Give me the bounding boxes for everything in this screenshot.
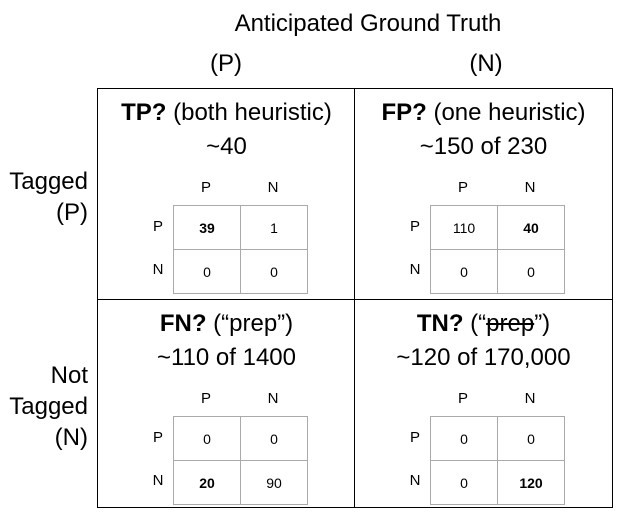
mini-cell-np: 0 — [173, 249, 241, 294]
ground-truth-title: Anticipated Ground Truth — [234, 10, 502, 37]
mini-row-header-n: N — [152, 472, 164, 489]
mini-cell-pp: 0 — [173, 416, 241, 461]
quadrant-tp-title: TP? (both heuristic) — [98, 99, 355, 127]
column-label-n: (N) — [469, 50, 503, 77]
mini-row-header-p: P — [409, 218, 420, 235]
mini-col-header-n: N — [267, 390, 279, 407]
mini-cell-pp: 110 — [430, 205, 498, 250]
grid-horizontal-divider — [97, 299, 613, 300]
mini-col-header-p: P — [200, 390, 211, 407]
column-label-p: (P) — [210, 50, 242, 77]
quadrant-fp-desc: (one heuristic) — [426, 99, 586, 126]
row-label-tagged-line1: Tagged — [9, 168, 88, 195]
quadrant-tn-desc-open: (“ — [463, 310, 487, 337]
quadrant-fn-abbr: FN? — [159, 310, 207, 337]
mini-col-header-p: P — [200, 179, 211, 196]
row-label-not-tagged-line2: Tagged — [9, 393, 88, 420]
quadrant-fp: FP? (one heuristic) ~150 of 230 P N P N … — [355, 89, 612, 299]
quadrant-fp-title: FP? (one heuristic) — [355, 99, 612, 127]
quadrant-fn-title: FN? (“prep”) — [98, 310, 355, 338]
mini-row-header-p: P — [409, 429, 420, 446]
mini-col-header-p: P — [457, 390, 468, 407]
mini-cell-pn: 0 — [497, 416, 565, 461]
quadrant-tn-estimate: ~120 of 170,000 — [396, 344, 571, 371]
mini-row-header-p: P — [152, 218, 163, 235]
mini-cell-pn: 40 — [497, 205, 565, 250]
mini-row-header-p: P — [152, 429, 163, 446]
mini-col-header-n: N — [524, 179, 536, 196]
mini-row-header-n: N — [409, 261, 421, 278]
quadrant-tp-abbr: TP? — [121, 99, 167, 126]
quadrant-fn-desc: (“prep”) — [206, 310, 294, 337]
mini-cell-nn: 120 — [497, 460, 565, 505]
row-label-not-tagged: Not Tagged (N) — [9, 360, 88, 453]
mini-cell-np: 20 — [173, 460, 241, 505]
mini-cell-nn: 0 — [240, 249, 308, 294]
row-label-tagged-line2: (P) — [56, 199, 88, 226]
mini-cell-pp: 39 — [173, 205, 241, 250]
mini-row-header-n: N — [409, 472, 421, 489]
mini-cell-np: 0 — [430, 460, 498, 505]
quadrant-fp-estimate: ~150 of 230 — [419, 133, 548, 160]
mini-cell-pn: 0 — [240, 416, 308, 461]
quadrant-tp-estimate: ~40 — [206, 133, 247, 160]
mini-cell-nn: 90 — [240, 460, 308, 505]
row-label-not-tagged-line3: (N) — [54, 424, 88, 451]
row-label-not-tagged-line1: Not — [50, 362, 88, 389]
mini-cell-np: 0 — [430, 249, 498, 294]
quadrant-tn-desc-struck: prep — [486, 310, 535, 337]
mini-col-header-n: N — [267, 179, 279, 196]
mini-cell-nn: 0 — [497, 249, 565, 294]
quadrant-tn-abbr: TN? — [416, 310, 464, 337]
quadrant-tn-desc-close: ”) — [534, 310, 551, 337]
row-label-tagged: Tagged (P) — [9, 166, 88, 228]
quadrant-fp-abbr: FP? — [381, 99, 427, 126]
mini-cell-pp: 0 — [430, 416, 498, 461]
grid-vertical-divider — [354, 88, 355, 508]
mini-row-header-n: N — [152, 261, 164, 278]
quadrant-fn-estimate: ~110 of 1400 — [156, 344, 297, 371]
quadrant-tn-title: TN? (“prep”) — [355, 310, 612, 338]
quadrant-tp-desc: (both heuristic) — [166, 99, 332, 126]
mini-col-header-p: P — [457, 179, 468, 196]
mini-cell-pn: 1 — [240, 205, 308, 250]
mini-col-header-n: N — [524, 390, 536, 407]
confusion-matrix-frame — [97, 88, 613, 508]
